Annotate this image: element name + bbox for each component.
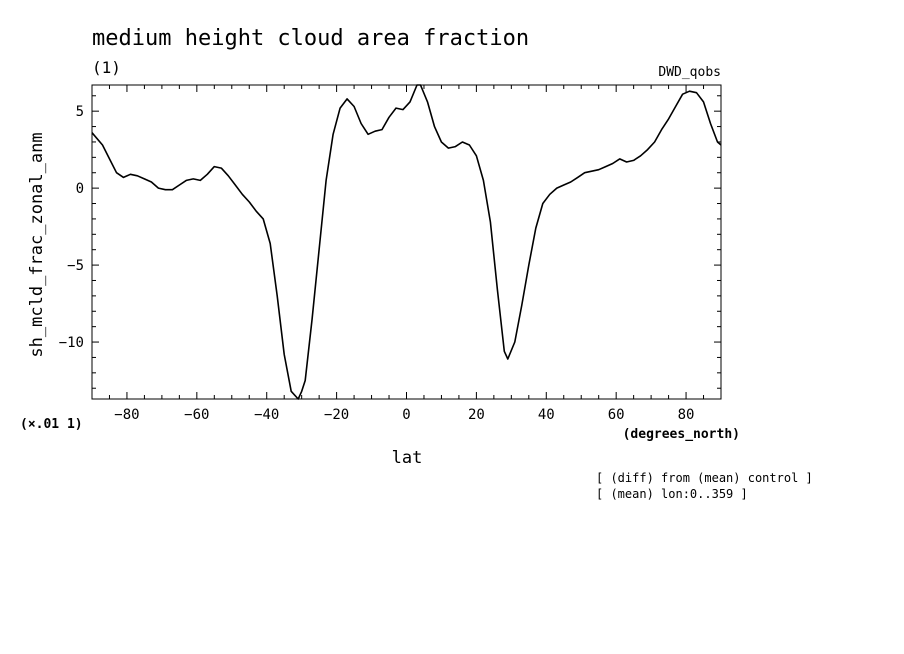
- x-tick-label: 80: [678, 407, 695, 423]
- y-tick-label: −5: [67, 258, 84, 274]
- y-tick-label: −10: [59, 335, 84, 351]
- x-tick-label: 0: [402, 407, 410, 423]
- x-axis-units: (degrees_north): [623, 427, 740, 442]
- y-tick-label: 0: [76, 181, 84, 197]
- chart-title: medium height cloud area fraction: [92, 26, 529, 51]
- y-scale-factor: (×.01 1): [20, 417, 83, 432]
- dataset-label: DWD_qobs: [658, 65, 721, 80]
- chart-subtitle: (1): [92, 58, 121, 77]
- x-tick-label: −80: [114, 407, 139, 423]
- x-tick-label: 60: [608, 407, 625, 423]
- x-axis-label: lat: [392, 448, 423, 468]
- x-tick-label: −20: [324, 407, 349, 423]
- x-axis-ticks: [91, 85, 722, 399]
- plot-frame: [91, 84, 722, 400]
- series-line-dwd-qobs: [91, 84, 722, 400]
- note-mean: [ (mean) lon:0..359 ]: [596, 487, 748, 501]
- y-axis-label: sh_mcld_frac_zonal_anm: [27, 132, 47, 357]
- y-axis-ticks: [92, 95, 721, 389]
- y-tick-label: 5: [76, 104, 84, 120]
- x-tick-label: 40: [538, 407, 555, 423]
- y-axis-tick-labels: 5 0 −5 −10: [59, 104, 84, 351]
- x-axis-tick-labels: −80 −60 −40 −20 0 20 40 60 80: [114, 407, 694, 423]
- x-tick-label: 20: [468, 407, 485, 423]
- x-tick-label: −40: [254, 407, 279, 423]
- x-tick-label: −60: [184, 407, 209, 423]
- note-diff: [ (diff) from (mean) control ]: [596, 471, 813, 485]
